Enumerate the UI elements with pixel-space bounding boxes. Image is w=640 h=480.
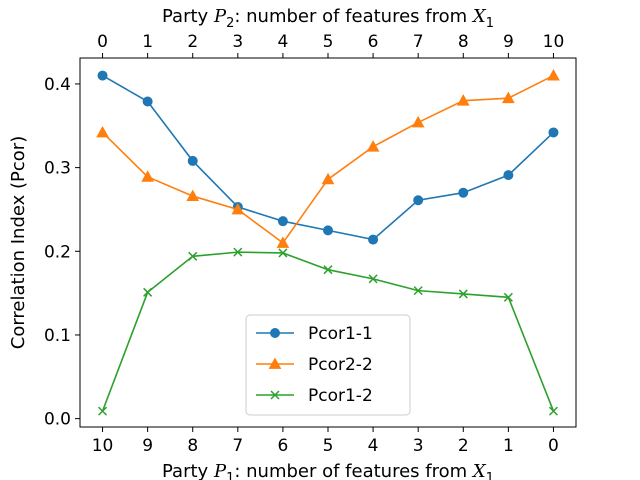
data-point xyxy=(366,140,380,152)
data-point xyxy=(231,202,245,215)
series-line xyxy=(101,74,554,245)
bottom-x-tick-label: 0 xyxy=(548,436,559,456)
legend: Pcor1-1 Pcor2-2 Pcor1-2 xyxy=(245,314,411,416)
bottom-x-tick-label: 7 xyxy=(232,436,243,456)
data-point xyxy=(142,96,153,107)
data-point xyxy=(458,289,468,299)
data-point xyxy=(186,189,200,201)
data-point xyxy=(368,234,379,245)
data-point xyxy=(98,406,108,416)
top-x-tick-label: 2 xyxy=(187,32,198,52)
data-point xyxy=(503,170,514,181)
data-point xyxy=(187,155,198,166)
data-point xyxy=(548,406,558,416)
bottom-x-tick-label: 6 xyxy=(277,436,288,456)
bottom-x-tick-label: 8 xyxy=(187,436,198,456)
y-tick-label: 0.0 xyxy=(44,410,71,430)
data-point xyxy=(458,187,469,198)
data-point xyxy=(413,195,424,206)
legend-label: Pcor1-1 xyxy=(308,324,373,344)
data-point xyxy=(233,247,243,257)
top-x-tick-label: 6 xyxy=(368,32,379,52)
series-Pcor2-2 xyxy=(96,69,560,248)
top-x-tick-label: 7 xyxy=(413,32,424,52)
data-point xyxy=(276,236,290,248)
data-point xyxy=(503,292,513,302)
data-point xyxy=(323,225,333,236)
y-axis-label: Correlation Index (Pcor) xyxy=(8,136,29,349)
data-point xyxy=(411,115,425,128)
y-tick-label: 0.1 xyxy=(44,326,71,346)
data-point xyxy=(548,127,559,138)
data-point xyxy=(368,274,378,284)
data-point xyxy=(456,94,470,106)
top-x-tick-label: 5 xyxy=(323,32,334,52)
top-x-axis-label: Party P2: number of features from X1 xyxy=(162,6,494,31)
y-tick-label: 0.3 xyxy=(44,159,71,179)
bottom-x-tick-label: 3 xyxy=(413,436,424,456)
legend-label: Pcor2-2 xyxy=(308,355,373,375)
series-Pcor1-2 xyxy=(98,247,558,416)
y-tick-label: 0.2 xyxy=(44,242,71,262)
legend-marker xyxy=(270,390,280,400)
bottom-x-tick-label: 4 xyxy=(368,436,379,456)
bottom-x-tick-label: 2 xyxy=(458,436,469,456)
data-point xyxy=(321,172,335,185)
data-point xyxy=(413,286,423,296)
data-point xyxy=(96,125,109,138)
top-x-tick-label: 1 xyxy=(142,32,153,52)
top-x-tick-label: 10 xyxy=(543,32,565,52)
data-point xyxy=(141,170,154,182)
data-point xyxy=(547,69,560,81)
legend-box xyxy=(245,314,411,416)
top-x-tick-label: 8 xyxy=(458,32,469,52)
bottom-x-tick-label: 9 xyxy=(142,436,153,456)
top-x-tick-label: 4 xyxy=(277,32,288,52)
legend-marker xyxy=(268,357,282,369)
legend-marker xyxy=(270,328,280,338)
data-point xyxy=(143,287,153,297)
top-x-tick-label: 9 xyxy=(503,32,514,52)
plot-area: 0.00.10.20.30.4100918273645546372819010P… xyxy=(8,6,577,480)
data-point xyxy=(97,70,108,81)
top-x-tick-label: 0 xyxy=(97,32,108,52)
bottom-x-axis-label: Party P1: number of features from X1 xyxy=(162,461,494,480)
data-point xyxy=(278,248,288,258)
bottom-x-tick-label: 5 xyxy=(323,436,334,456)
series-Pcor1-1 xyxy=(97,70,559,245)
top-x-tick-label: 3 xyxy=(232,32,243,52)
data-point xyxy=(323,265,333,275)
data-point xyxy=(188,251,198,261)
legend-label: Pcor1-2 xyxy=(308,386,373,406)
y-tick-label: 0.4 xyxy=(44,75,71,95)
bottom-x-tick-label: 1 xyxy=(503,436,514,456)
data-point xyxy=(502,91,515,104)
bottom-x-tick-label: 10 xyxy=(92,436,114,456)
data-point xyxy=(277,216,288,227)
